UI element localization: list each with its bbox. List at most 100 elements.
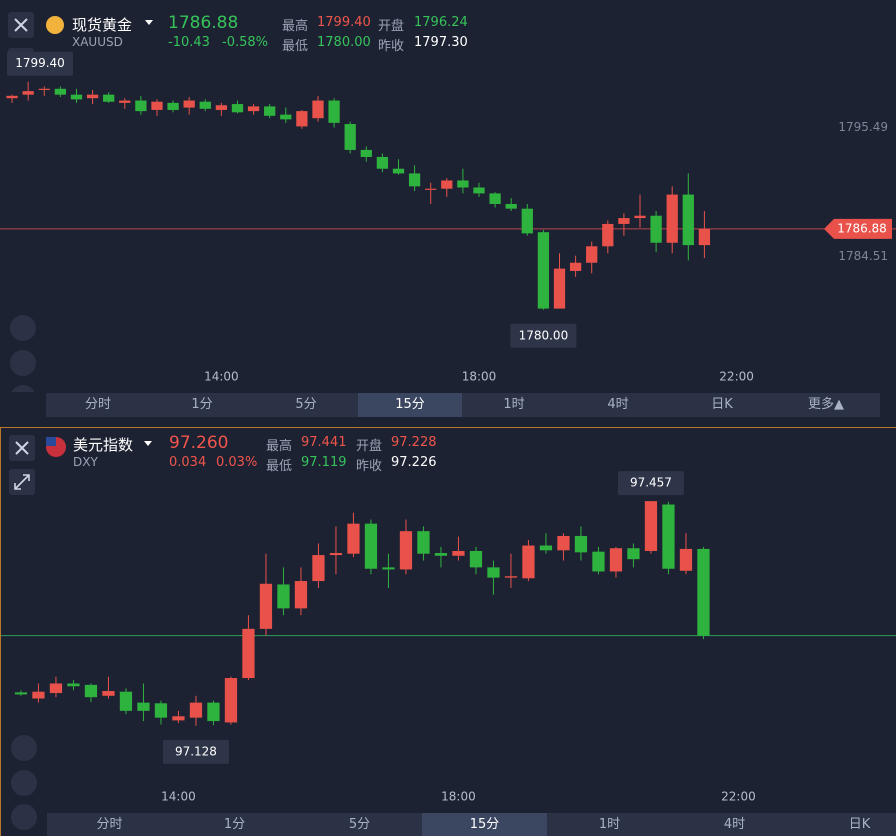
timeframe-tab[interactable]: 15分 bbox=[358, 393, 462, 417]
timeframe-tab[interactable]: 5分 bbox=[348, 817, 371, 832]
x-tick-label: 18:00 bbox=[462, 370, 497, 384]
candle-body bbox=[537, 232, 550, 309]
candle-body bbox=[183, 100, 195, 108]
stat-label: 开盘 bbox=[356, 439, 383, 454]
timeframe-tab[interactable]: 1时 bbox=[598, 817, 621, 832]
draw-button[interactable] bbox=[11, 770, 37, 796]
candle-body bbox=[199, 101, 211, 109]
gold-icon bbox=[46, 16, 64, 34]
stat-value: 97.119 bbox=[301, 455, 347, 470]
candle-body bbox=[650, 215, 662, 243]
candle-body bbox=[364, 523, 378, 569]
symbol-name[interactable]: 现货黄金 bbox=[72, 16, 133, 34]
candle-body bbox=[167, 102, 179, 110]
timeframe-tab[interactable]: 分时 bbox=[96, 817, 123, 832]
change-pct: 0.03% bbox=[216, 455, 258, 470]
candle-body bbox=[592, 551, 605, 572]
candle-body bbox=[189, 702, 203, 718]
candle-body bbox=[14, 692, 28, 695]
timeframe-tab[interactable]: 更多▲ bbox=[808, 397, 844, 412]
y-tick-label: 1784.51 bbox=[838, 249, 888, 263]
candle-body bbox=[618, 218, 630, 224]
timeframe-tab[interactable]: 日K bbox=[711, 397, 733, 412]
timeframe-tab[interactable]: 1分 bbox=[191, 397, 213, 412]
candle-body bbox=[376, 156, 389, 169]
candle-body bbox=[392, 168, 405, 174]
candle-body bbox=[627, 548, 640, 560]
annotation-box bbox=[617, 471, 684, 496]
candle-body bbox=[569, 262, 582, 271]
change: -10.43 bbox=[168, 35, 210, 50]
x-tick-label: 14:00 bbox=[204, 370, 239, 384]
stat-value: 97.226 bbox=[391, 455, 437, 470]
gold-panel: 14:00 18:00 22:00 1784.51 1795.49 1786.88 1799… bbox=[0, 12, 896, 417]
candle-body bbox=[697, 548, 710, 636]
candle-body bbox=[586, 246, 598, 263]
candle-body bbox=[434, 553, 448, 556]
stat-label: 最高 bbox=[282, 19, 309, 34]
candle-body bbox=[609, 548, 623, 572]
candle-body bbox=[296, 111, 308, 127]
stat-label: 最低 bbox=[266, 459, 293, 474]
candle-body bbox=[504, 576, 518, 578]
dropdown-arrow[interactable] bbox=[144, 441, 152, 446]
candle-body bbox=[172, 716, 185, 721]
stat-label: 开盘 bbox=[378, 19, 405, 34]
timeframe-tab[interactable]: 15分 bbox=[422, 813, 547, 836]
candle-body bbox=[489, 193, 501, 204]
candle-body bbox=[119, 691, 133, 711]
candle-body bbox=[277, 584, 290, 609]
candle-body bbox=[644, 501, 658, 551]
timeframe-tab[interactable]: 1时 bbox=[503, 397, 525, 412]
candle-body bbox=[135, 100, 147, 112]
timeframe-tab[interactable]: 4时 bbox=[607, 397, 629, 412]
candle-body bbox=[360, 149, 372, 157]
candle-body bbox=[280, 114, 292, 120]
indicator-button[interactable] bbox=[10, 315, 36, 341]
candle-body bbox=[679, 548, 693, 571]
annotation-label: 1780.00 bbox=[519, 328, 569, 342]
candle-body bbox=[329, 553, 343, 556]
candle-body bbox=[698, 228, 711, 246]
candle-body bbox=[574, 535, 588, 553]
candle-body bbox=[312, 100, 324, 119]
candle-body bbox=[557, 535, 570, 551]
candle-body bbox=[215, 105, 228, 110]
price: 97.260 bbox=[169, 433, 229, 453]
flag-canton bbox=[46, 437, 56, 446]
symbol-name[interactable]: 美元指数 bbox=[73, 436, 134, 454]
stat-label: 昨收 bbox=[356, 459, 383, 474]
candle-body bbox=[539, 545, 553, 551]
x-tick-label: 14:00 bbox=[161, 790, 196, 804]
annotation-box bbox=[7, 51, 73, 76]
candle-body bbox=[102, 691, 115, 696]
timeframe-tab[interactable]: 1分 bbox=[223, 817, 246, 832]
stat-label: 最低 bbox=[282, 39, 309, 54]
chart: 14:00 18:00 22:00 97.457 97.128 bbox=[1, 435, 896, 830]
candle-body bbox=[344, 124, 356, 150]
trend-button[interactable] bbox=[10, 385, 36, 392]
timeframe-tab[interactable]: 4时 bbox=[723, 817, 746, 832]
candle-body bbox=[602, 223, 614, 247]
candle-body bbox=[137, 702, 150, 711]
timeframe-tab[interactable]: 分时 bbox=[84, 397, 111, 412]
candle-body bbox=[6, 95, 18, 99]
expand-icon bbox=[14, 474, 30, 490]
stat-value: 1780.00 bbox=[317, 35, 371, 50]
candle-body bbox=[84, 684, 98, 698]
candle-body bbox=[328, 100, 340, 123]
trend-button[interactable] bbox=[11, 804, 37, 830]
timeframe-tab[interactable]: 日K bbox=[848, 817, 871, 832]
y-tick-label: 1795.49 bbox=[838, 120, 888, 134]
candle-body bbox=[207, 702, 220, 722]
indicator-button[interactable] bbox=[11, 735, 37, 761]
timeframe-tab[interactable]: 5分 bbox=[295, 397, 317, 412]
change: 0.034 bbox=[169, 455, 207, 470]
dropdown-arrow[interactable] bbox=[145, 20, 153, 25]
stat-label: 最高 bbox=[266, 439, 293, 454]
candle-body bbox=[682, 194, 694, 246]
draw-button[interactable] bbox=[10, 350, 36, 376]
candle-body bbox=[86, 94, 99, 99]
